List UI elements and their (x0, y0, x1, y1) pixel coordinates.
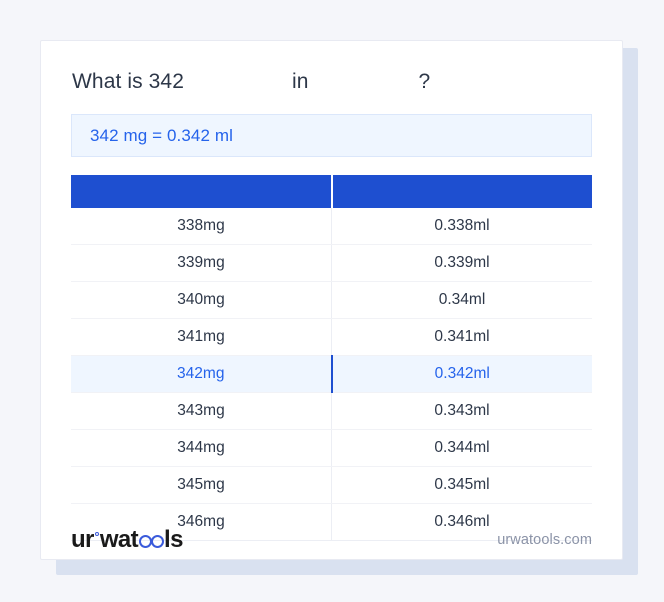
double-o-glasses-icon (138, 535, 164, 548)
page-title: What is 342 in? (72, 69, 592, 94)
cell-from-value: 340mg (71, 281, 332, 320)
degree-dot-icon (94, 532, 99, 536)
table-row[interactable]: 339mg 0.339ml (71, 244, 592, 283)
column-header-from[interactable] (71, 175, 333, 209)
table-row[interactable]: 340mg 0.34ml (71, 281, 592, 320)
logo-text-part2: wat (99, 526, 139, 553)
cell-from-value: 345mg (71, 466, 332, 505)
cell-to-value: 0.34ml (331, 281, 592, 320)
cell-to-value: 0.341ml (331, 318, 592, 357)
cell-from-value: 344mg (71, 429, 332, 468)
cell-to-value: 0.346ml (331, 503, 592, 542)
cell-to-value: 0.343ml (331, 392, 592, 431)
footer-site-label: urwatools.com (497, 532, 592, 548)
logo-text-part1: ur (71, 526, 94, 553)
card-footer: ur wat ls urwatools.com (41, 521, 622, 559)
title-prefix: What is 342 (72, 70, 184, 93)
cell-from-value: 339mg (71, 244, 332, 283)
cell-to-value: 0.342ml (331, 355, 592, 394)
title-suffix: ? (418, 70, 431, 93)
logo-text-part3: ls (164, 526, 183, 553)
table-row[interactable]: 344mg 0.344ml (71, 429, 592, 468)
table-body: 338mg 0.338ml 339mg 0.339ml 340mg 0.34ml 341mg… (71, 208, 592, 542)
result-banner: 342 mg = 0.342 ml (71, 114, 592, 158)
cell-from-value: 342mg (71, 355, 333, 394)
cell-to-value: 0.338ml (331, 208, 592, 246)
cell-to-value: 0.344ml (331, 429, 592, 468)
table-row[interactable]: 338mg 0.338ml (71, 208, 592, 246)
column-header-to[interactable] (331, 175, 592, 209)
table-row[interactable]: 345mg 0.345ml (71, 466, 592, 505)
table-head (71, 175, 592, 209)
cell-from-value: 343mg (71, 392, 332, 431)
cell-from-value: 346mg (71, 503, 332, 542)
title-middle: in (292, 70, 309, 93)
table-header-row (71, 175, 592, 209)
table-row[interactable]: 343mg 0.343ml (71, 392, 592, 431)
table-row[interactable]: 342mg 0.342ml (71, 355, 592, 394)
cell-from-value: 338mg (71, 208, 332, 246)
cell-from-value: 341mg (71, 318, 332, 357)
table-row[interactable]: 341mg 0.341ml (71, 318, 592, 357)
result-text: 342 mg = 0.342 ml (90, 125, 233, 145)
card-content: What is 342 in? 342 mg = 0.342 ml 338mg 0.… (41, 41, 622, 542)
cell-to-value: 0.339ml (331, 244, 592, 283)
cell-to-value: 0.345ml (331, 466, 592, 505)
brand-logo[interactable]: ur wat ls (71, 528, 183, 552)
table-row[interactable]: 346mg 0.346ml (71, 503, 592, 542)
conversion-table: 338mg 0.338ml 339mg 0.339ml 340mg 0.34ml 341mg… (71, 175, 592, 542)
converter-card: What is 342 in? 342 mg = 0.342 ml 338mg 0.… (40, 40, 623, 560)
